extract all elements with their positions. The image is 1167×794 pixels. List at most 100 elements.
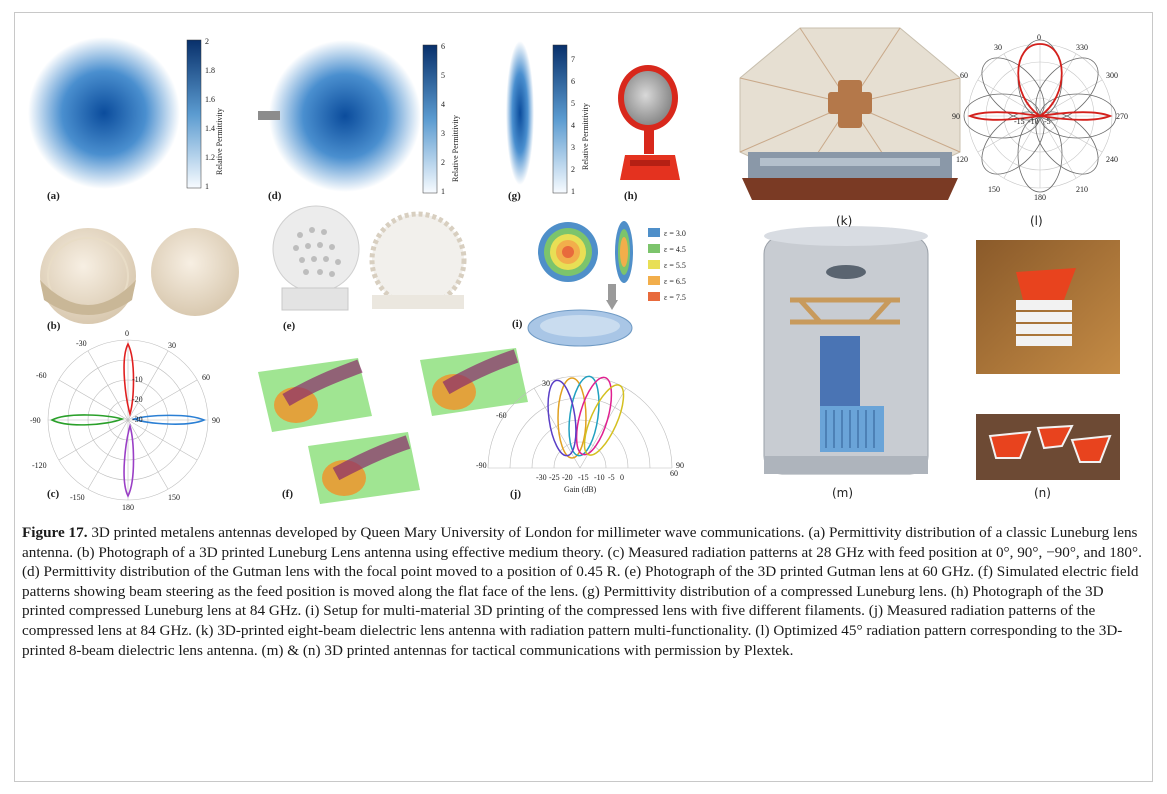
panel-label-b: (b) [47, 320, 61, 332]
tick-label: 1.8 [205, 66, 215, 75]
colorbar-title: Relative Permittivity [451, 115, 460, 182]
panel-label-d: (d) [268, 190, 282, 202]
tick-label: 6 [441, 42, 445, 51]
optimized-pattern [967, 43, 1113, 121]
angle-label: 60 [202, 373, 210, 382]
angle-label: 0 [1037, 33, 1041, 42]
angle-label: -90 [30, 416, 41, 425]
tick-label: 5 [571, 99, 575, 108]
colorbar [552, 44, 568, 194]
gain-tick: -25 [549, 473, 560, 482]
angle-label: 150 [988, 185, 1000, 194]
colorbar-ticks: 6 5 4 3 2 1 [441, 42, 445, 196]
legend-label: ε = 6.5 [664, 277, 686, 286]
panel-c-polar: 0 30 60 90 150 180 -150 -120 -90 -60 -30… [30, 329, 220, 512]
colorbar [186, 39, 202, 189]
panel-g: 7 6 5 4 3 2 1 Relative Permittivity [506, 41, 590, 196]
angle-label: 90 [952, 112, 960, 121]
gain-tick: -10 [594, 473, 605, 482]
gain-tick: -30 [536, 473, 547, 482]
panel-label-h: (h) [624, 190, 638, 202]
panel-label-c: (c) [47, 488, 60, 500]
pattern-neg90deg [50, 414, 125, 426]
colorbar-title: Relative Permittivity [581, 103, 590, 170]
tick-label: 1.4 [205, 124, 215, 133]
legend-label: ε = 4.5 [664, 245, 686, 254]
angle-label: 30 [994, 43, 1002, 52]
material-legend: ε = 3.0 ε = 4.5 ε = 5.5 ε = 6.5 ε = 7.5 [648, 228, 686, 302]
panel-h-photo [618, 65, 680, 180]
tick-label: 2 [441, 158, 445, 167]
angle-label: 90 [212, 416, 220, 425]
angle-label: 30 [168, 341, 176, 350]
angle-label: 210 [1076, 185, 1088, 194]
tick-label: 7 [571, 55, 575, 64]
tick-label: 4 [571, 121, 575, 130]
angle-label: 270 [1116, 112, 1128, 121]
angle-label: 60 [960, 71, 968, 80]
pattern-0deg [123, 342, 135, 417]
panel-d: 6 5 4 3 2 1 Relative Permittivity [258, 40, 460, 196]
tick-label: 4 [441, 100, 445, 109]
colorbar-title: Relative Permittivity [215, 108, 224, 175]
panel-i-diagram: ε = 3.0 ε = 4.5 ε = 5.5 ε = 6.5 ε = 7.5 [527, 221, 686, 347]
panel-label-k: (k) [836, 214, 853, 228]
angle-label: -60 [36, 371, 47, 380]
angle-label: 120 [956, 155, 968, 164]
feed-waveguide [258, 111, 280, 120]
ring-label: -5 [1044, 117, 1051, 126]
panel-label-m: (m) [832, 486, 854, 500]
tick-label: 2 [571, 165, 575, 174]
angle-label: -60 [496, 411, 507, 420]
tick-label: 3 [571, 143, 575, 152]
panel-label-i: (i) [512, 318, 523, 330]
ring-label: -20 [132, 395, 143, 404]
legend-label: ε = 5.5 [664, 261, 686, 270]
angle-label: 60 [670, 469, 678, 478]
panel-label-a: (a) [47, 190, 60, 202]
angle-label: 330 [1076, 43, 1088, 52]
angle-label: 180 [1034, 193, 1046, 202]
axis-label: Gain (dB) [564, 485, 597, 494]
ring-label: -30 [132, 415, 143, 424]
angle-label: -120 [32, 461, 47, 470]
tick-label: 1 [205, 182, 209, 191]
ring-label: -10 [132, 375, 143, 384]
tick-label: 6 [571, 77, 575, 86]
figure-artwork: 2 1.8 1.6 1.4 1.2 1 Relative Permittivit… [28, 27, 1128, 512]
colorbar-ticks: 2 1.8 1.6 1.4 1.2 1 [205, 37, 215, 191]
tick-label: 3 [441, 129, 445, 138]
angle-label: 180 [122, 503, 134, 512]
panel-l-polar: 0 330 300 270 240 210 180 150 120 90 60 … [952, 33, 1128, 202]
angle-label: 240 [1106, 155, 1118, 164]
panel-b-photo [40, 228, 239, 324]
compressed-lens-map [506, 41, 534, 185]
panel-label-g: (g) [508, 190, 521, 202]
ring-label: -10 [1028, 117, 1039, 126]
panel-label-l: (l) [1030, 214, 1043, 228]
gain-tick: -15 [578, 473, 589, 482]
legend-label: ε = 7.5 [664, 293, 686, 302]
pattern-90deg [131, 414, 207, 425]
lens-permittivity-map [269, 40, 421, 192]
panel-label-f: (f) [282, 488, 293, 500]
caption-text: 3D printed metalens antennas developed b… [22, 524, 1142, 659]
gain-tick: -20 [562, 473, 573, 482]
panel-label-n: (n) [1034, 486, 1051, 500]
caption-label: Figure 17. [22, 524, 88, 541]
tick-label: 1 [571, 187, 575, 196]
panel-k-render [739, 27, 961, 200]
tick-label: 1.6 [205, 95, 215, 104]
panel-label-e: (e) [283, 320, 296, 332]
tick-label: 5 [441, 71, 445, 80]
angle-label: 30 [542, 379, 550, 388]
ring-label: -15 [1014, 117, 1025, 126]
angle-label: 300 [1106, 71, 1118, 80]
angle-label: 0 [125, 329, 129, 338]
gain-tick: 0 [620, 473, 624, 482]
figure-caption: Figure 17. 3D printed metalens antennas … [22, 523, 1147, 660]
colorbar-ticks: 7 6 5 4 3 2 1 [571, 55, 575, 196]
tick-label: 2 [205, 37, 209, 46]
panel-n-photos [976, 240, 1120, 480]
panel-f-simulation [258, 348, 528, 504]
